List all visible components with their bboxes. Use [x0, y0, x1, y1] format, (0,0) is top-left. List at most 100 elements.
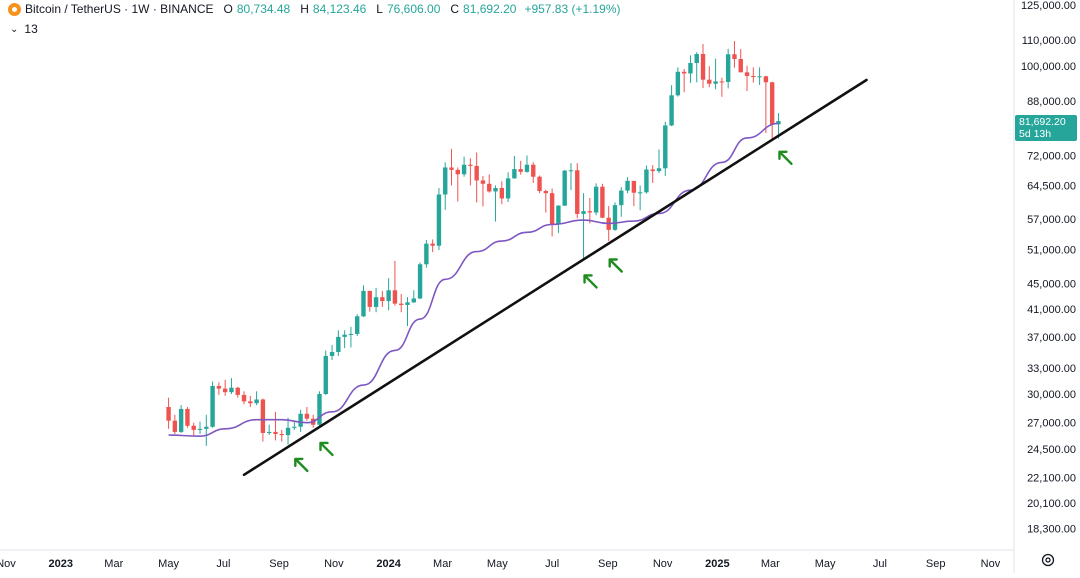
candle-body	[185, 408, 190, 426]
candle	[581, 193, 586, 261]
candle	[266, 424, 272, 436]
change-value: +957.83 (+1.19%)	[524, 2, 621, 16]
candle	[449, 148, 454, 186]
support-arrow-icon	[583, 274, 598, 289]
x-axis-tick-label: Sep	[269, 558, 289, 570]
arrow-stroke	[583, 274, 598, 289]
candle	[424, 239, 429, 268]
candle	[769, 81, 775, 139]
x-axis-tick-label: Jul	[545, 558, 559, 570]
indicator-legend[interactable]: ⌄ 13	[10, 22, 38, 36]
candle-body	[518, 169, 523, 172]
candle-body	[681, 71, 687, 74]
candle	[210, 381, 215, 428]
candle	[681, 69, 687, 93]
candle	[185, 407, 190, 428]
high-label: H	[300, 2, 309, 16]
candle	[543, 189, 549, 213]
candle	[556, 205, 561, 233]
candle	[204, 414, 209, 446]
candle-body	[650, 169, 655, 172]
candle-body	[675, 71, 681, 96]
candle	[637, 185, 643, 211]
y-axis-tick-label: 125,000.00	[1021, 0, 1076, 12]
candle	[216, 382, 222, 395]
candle	[367, 290, 372, 312]
candle	[248, 395, 253, 408]
y-axis-tick-label: 72,000.00	[1027, 150, 1076, 162]
candle	[455, 167, 461, 202]
candle	[493, 185, 498, 222]
candle	[725, 48, 731, 89]
y-axis-tick-label: 45,000.00	[1027, 279, 1076, 291]
high-value: 84,123.46	[312, 2, 367, 16]
y-axis-tick-label: 18,300.00	[1027, 524, 1076, 536]
candle-body	[593, 186, 599, 213]
candle-body	[222, 388, 228, 393]
candle-body	[757, 76, 762, 78]
candle	[348, 326, 354, 348]
candle-body	[443, 167, 448, 195]
candle-body	[336, 336, 341, 353]
gear-icon[interactable]	[1040, 553, 1056, 569]
open-label: O	[223, 2, 233, 16]
candle-body	[241, 394, 247, 402]
candle-body	[417, 264, 423, 299]
y-axis-tick-label: 100,000.00	[1021, 61, 1076, 73]
candle-body	[386, 290, 391, 302]
candle	[273, 411, 278, 441]
x-axis-tick-label: 2024	[376, 558, 401, 570]
x-axis-tick-label: Jul	[216, 558, 230, 570]
candle-body	[656, 168, 662, 172]
x-axis-tick-label: Nov	[0, 558, 16, 570]
candle-body	[694, 54, 699, 64]
candle-body	[449, 167, 454, 170]
y-axis-tick-label: 51,000.00	[1027, 244, 1076, 256]
candle-body	[562, 170, 567, 206]
candle	[304, 407, 310, 421]
candle-body	[411, 298, 416, 303]
candle	[575, 163, 580, 219]
x-axis-tick-label: Nov	[981, 558, 1001, 570]
candle	[619, 187, 624, 217]
y-axis-tick-label: 33,000.00	[1027, 363, 1076, 375]
candle-body	[474, 165, 479, 181]
candle-body	[688, 63, 693, 74]
symbol-legend: Bitcoin / TetherUS · 1W · BINANCE O 80,73…	[8, 2, 621, 16]
candle	[700, 44, 706, 89]
candle-body	[424, 243, 429, 265]
candle-body	[355, 316, 360, 334]
candle-body	[700, 54, 706, 80]
candle-body	[342, 334, 347, 337]
close-label: C	[450, 2, 460, 16]
symbol-title[interactable]: Bitcoin / TetherUS · 1W · BINANCE	[25, 2, 214, 16]
y-axis-tick-label: 24,500.00	[1027, 444, 1076, 456]
candle	[694, 52, 699, 83]
candle-body	[543, 191, 549, 194]
candle-body	[581, 211, 586, 214]
candle	[461, 156, 467, 177]
x-axis-tick-label: 2025	[705, 558, 729, 570]
last-price: 81,692.20	[1019, 116, 1066, 128]
candle-body	[669, 95, 674, 126]
y-axis-tick-label: 88,000.00	[1027, 96, 1076, 108]
candle	[524, 155, 530, 173]
candle-body	[317, 394, 322, 425]
candle	[222, 379, 228, 396]
support-arrow-icon	[778, 150, 793, 166]
candle	[631, 180, 637, 207]
candle-body	[512, 169, 517, 179]
candle-body	[556, 205, 561, 225]
candle	[254, 391, 259, 406]
candle-body	[751, 75, 756, 77]
candle-body	[769, 82, 775, 125]
candle	[386, 278, 391, 311]
chevron-down-icon[interactable]: ⌄	[10, 23, 19, 35]
candle	[443, 162, 448, 210]
candle	[229, 378, 234, 394]
arrow-stroke	[778, 150, 793, 166]
candle	[241, 391, 247, 405]
candle-body	[505, 178, 511, 199]
